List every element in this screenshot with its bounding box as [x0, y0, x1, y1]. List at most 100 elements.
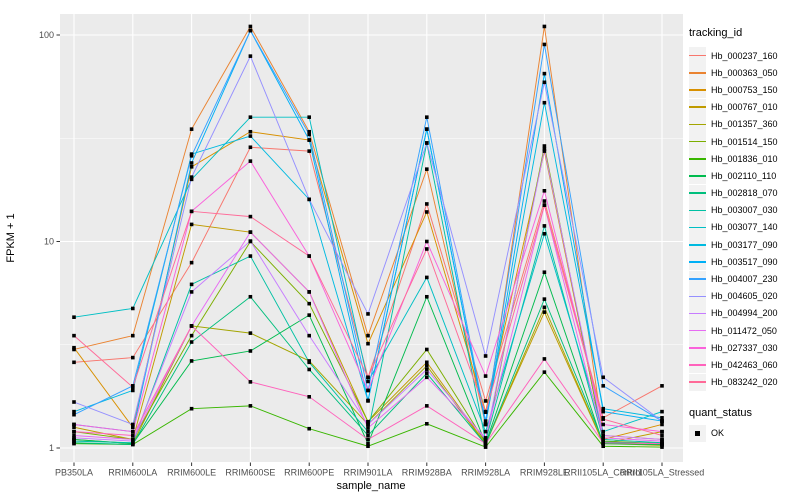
- data-point: [72, 433, 76, 438]
- data-point: [601, 406, 605, 411]
- data-point: [189, 260, 194, 265]
- data-point: [248, 134, 253, 138]
- legend-key-line: [689, 209, 706, 212]
- legend-key-swatch: [689, 47, 706, 65]
- data-point: [425, 347, 429, 352]
- data-point: [189, 209, 194, 214]
- data-point: [601, 384, 605, 388]
- data-point: [660, 409, 664, 414]
- quant-legend-item: OK: [689, 424, 800, 442]
- data-point: [307, 426, 311, 431]
- data-point: [542, 203, 547, 207]
- data-point: [366, 444, 370, 449]
- data-point: [483, 429, 488, 434]
- legend-key-line: [689, 226, 706, 229]
- legend-item-Hb_000753_150: Hb_000753_150: [689, 81, 800, 99]
- quant-key-swatch: [689, 424, 706, 442]
- legend-entries: Hb_000237_160 Hb_000363_050 Hb_000753_150 H…: [689, 47, 800, 391]
- data-point: [483, 445, 488, 449]
- data-point: [542, 231, 547, 236]
- legend-key-swatch: [689, 304, 706, 322]
- legend-item-label: Hb_002110_110: [711, 170, 777, 181]
- data-point: [366, 333, 370, 338]
- legend-item-Hb_003517_090: Hb_003517_090: [689, 253, 800, 271]
- data-point: [366, 312, 370, 316]
- legend-item-label: Hb_083242_020: [711, 377, 778, 388]
- legend-key-swatch: [689, 98, 706, 116]
- legend-key-line: [689, 140, 706, 143]
- y-tick-label: 1: [49, 443, 54, 453]
- legend-item-Hb_004994_200: Hb_004994_200: [689, 304, 800, 322]
- data-point: [248, 380, 253, 384]
- data-point: [307, 367, 311, 372]
- data-point: [542, 80, 547, 85]
- data-point: [425, 247, 429, 251]
- data-point: [307, 333, 311, 338]
- data-point: [542, 100, 547, 105]
- data-point: [131, 388, 135, 393]
- data-point: [542, 270, 547, 275]
- legend-key-swatch: [689, 287, 706, 305]
- data-point: [307, 197, 311, 202]
- data-point: [72, 409, 76, 414]
- data-point: [601, 429, 605, 434]
- data-point: [366, 422, 370, 427]
- y-axis-title: FPKM + 1: [5, 213, 17, 262]
- data-point: [425, 371, 429, 376]
- data-point: [72, 422, 76, 427]
- y-tick-label: 10: [44, 237, 54, 247]
- data-point: [425, 202, 429, 206]
- data-point: [660, 433, 664, 438]
- data-point: [131, 422, 135, 427]
- legend-item-label: Hb_000753_150: [711, 84, 778, 95]
- data-point: [189, 282, 194, 287]
- quant-item-label: OK: [711, 428, 725, 439]
- data-point: [483, 436, 488, 440]
- data-point: [542, 305, 547, 310]
- data-point: [660, 429, 664, 434]
- data-point: [425, 275, 429, 280]
- legend-item-label: Hb_004994_200: [711, 308, 778, 319]
- legend-key-line: [689, 295, 706, 298]
- legend-key-swatch: [689, 81, 706, 99]
- data-point: [425, 239, 429, 244]
- legend-item-Hb_011472_050: Hb_011472_050: [689, 322, 800, 340]
- legend-item-label: Hb_027337_030: [711, 342, 778, 353]
- data-point: [307, 313, 311, 317]
- data-point: [366, 429, 370, 434]
- legend-key-line: [689, 106, 706, 109]
- data-point: [366, 388, 370, 393]
- data-point: [542, 357, 547, 361]
- legend-item-label: Hb_003177_090: [711, 239, 778, 250]
- legend-key-swatch: [689, 339, 706, 357]
- x-tick-label: RRII105LA_Stressed: [620, 468, 705, 478]
- legend-item-label: Hb_003077_140: [711, 222, 778, 233]
- data-point: [131, 306, 135, 311]
- data-point: [425, 375, 429, 380]
- legend-key-swatch: [689, 322, 706, 340]
- data-point: [189, 406, 194, 411]
- data-point: [72, 400, 76, 404]
- data-point: [425, 115, 429, 119]
- legend-key-line: [689, 278, 706, 280]
- data-point: [542, 297, 547, 301]
- data-point: [189, 222, 194, 227]
- data-point: [542, 149, 547, 153]
- legend-item-Hb_000363_050: Hb_000363_050: [689, 64, 800, 82]
- data-point: [248, 404, 253, 408]
- legend-key-swatch: [689, 201, 706, 219]
- data-point: [542, 24, 547, 29]
- data-point: [425, 210, 429, 214]
- legend-title: tracking_id: [689, 27, 743, 39]
- legend-key-swatch: [689, 64, 706, 82]
- legend-key-line: [689, 158, 706, 160]
- data-point: [425, 167, 429, 171]
- data-point: [248, 159, 253, 163]
- data-point: [72, 429, 76, 434]
- data-point: [601, 433, 605, 438]
- legend-key-line: [689, 381, 706, 384]
- data-point: [601, 444, 605, 449]
- data-point: [189, 340, 194, 344]
